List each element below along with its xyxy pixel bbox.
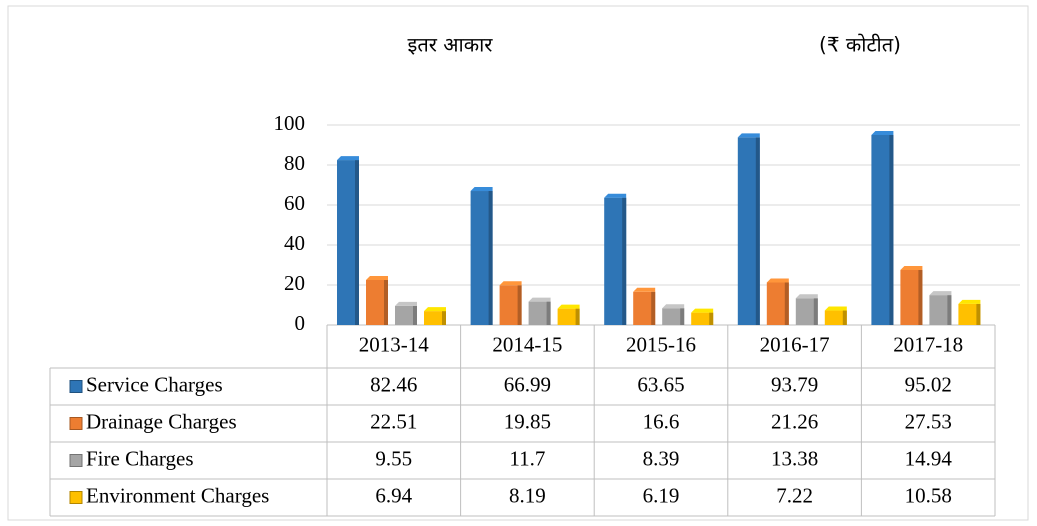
table-value: 66.99 [504,372,551,396]
x-tick-label: 2013-14 [359,332,429,356]
y-tick-label: 40 [284,231,305,255]
bar [795,294,818,325]
x-tick-label: 2016-17 [760,332,830,356]
legend-key [69,380,83,393]
x-tick-label: 2017-18 [893,332,963,356]
bar [958,299,981,325]
y-tick-label: 80 [284,151,305,175]
legend-label: Fire Charges [86,446,194,470]
legend-key [69,454,83,467]
table-value: 8.39 [643,446,680,470]
chart-title: इतर आकार [408,33,494,57]
bar [900,265,923,325]
bar [824,306,847,325]
y-tick-label: 100 [274,111,306,135]
table-value: 9.55 [375,446,412,470]
legend-label: Environment Charges [86,483,269,507]
bar [470,187,493,325]
bar [737,133,760,325]
x-tick-label: 2015-16 [626,332,696,356]
legend-key [69,417,83,430]
bar [366,275,388,325]
table-value: 7.22 [776,483,813,507]
bar [691,308,714,325]
table-value: 14.94 [905,446,953,470]
table-value: 11.7 [509,446,545,470]
table-value: 8.19 [509,483,546,507]
chart-subtitle: (₹ कोटीत) [819,33,901,57]
legend-key [69,491,83,504]
table-value: 19.85 [504,409,551,433]
y-tick-label: 60 [284,191,305,215]
bar [929,291,952,325]
bar [424,307,446,325]
bar [871,130,894,325]
bar [528,297,551,325]
table-value: 22.51 [370,409,417,433]
table-value: 93.79 [771,372,818,396]
y-tick-label: 20 [284,271,305,295]
table-value: 27.53 [905,409,952,433]
bar [604,193,627,325]
table-value: 63.65 [637,372,684,396]
bar [395,301,417,325]
y-tick-label: 0 [295,311,306,335]
bar [337,156,359,325]
bar [766,278,789,325]
bar [499,281,522,325]
bar [557,304,580,325]
legend-label: Drainage Charges [86,409,237,433]
chart-border [7,5,1029,521]
table-value: 16.6 [643,409,680,433]
table-value: 6.19 [643,483,680,507]
legend-label: Service Charges [86,372,223,396]
x-tick-label: 2014-15 [492,332,562,356]
table-value: 82.46 [370,372,417,396]
table-value: 95.02 [905,372,952,396]
bar [633,287,656,325]
bar [662,304,685,325]
table-value: 13.38 [771,446,818,470]
table-value: 21.26 [771,409,818,433]
table-value: 6.94 [375,483,412,507]
table-value: 10.58 [905,483,952,507]
